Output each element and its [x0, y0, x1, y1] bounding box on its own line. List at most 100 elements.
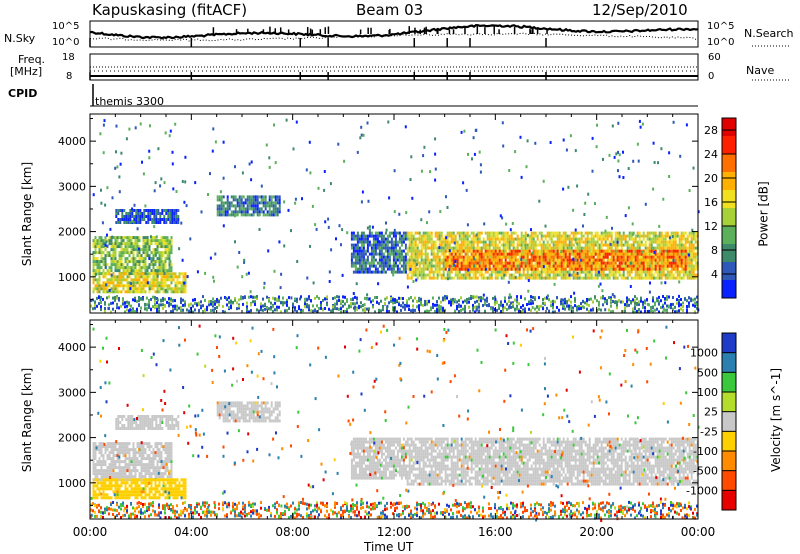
heatmap-cell: [224, 201, 227, 205]
heatmap-cell: [504, 261, 507, 265]
heatmap-cell: [402, 240, 405, 244]
heatmap-cell: [500, 258, 503, 262]
heatmap-cell: [518, 252, 521, 256]
heatmap-cell: [152, 305, 154, 309]
heatmap-cell: [148, 245, 151, 249]
heatmap-cell: [388, 258, 391, 262]
heatmap-cell: [350, 234, 353, 238]
heatmap-cell: [622, 243, 625, 247]
heatmap-cell: [118, 266, 121, 270]
heatmap-cell: [560, 258, 563, 262]
heatmap-cell: [130, 284, 133, 288]
heatmap-cell: [226, 303, 228, 307]
heatmap-cell: [316, 304, 318, 308]
heatmap-cell: [458, 270, 461, 274]
heatmap-cell: [572, 270, 575, 274]
heatmap-cell: [528, 307, 530, 311]
heatmap-cell: [666, 246, 669, 250]
heatmap-cell: [496, 231, 499, 235]
heatmap-cell: [446, 270, 449, 274]
heatmap-cell: [108, 303, 110, 307]
heatmap-cell: [512, 301, 514, 305]
heatmap-cell: [238, 304, 240, 308]
heatmap-cell: [602, 270, 605, 274]
heatmap-cell: [96, 278, 99, 282]
heatmap-cell: [542, 267, 545, 271]
heatmap-cell: [450, 261, 453, 265]
heatmap-cell: [694, 246, 697, 250]
heatmap-cell: [372, 246, 375, 250]
heatmap-cell: [350, 302, 352, 305]
heatmap-cell: [616, 249, 619, 253]
heatmap-cell: [636, 243, 639, 247]
heatmap-cell: [568, 249, 571, 253]
heatmap-cell: [654, 261, 657, 265]
heatmap-cell: [149, 212, 152, 215]
heatmap-cell: [684, 246, 687, 250]
heatmap-cell: [454, 261, 457, 265]
heatmap-cell: [504, 270, 507, 274]
heatmap-cell: [528, 273, 531, 277]
heatmap-cell: [478, 273, 481, 277]
heatmap-cell: [474, 305, 476, 309]
heatmap-cell: [636, 301, 638, 305]
heatmap-cell: [514, 249, 517, 253]
heatmap-cell: [684, 240, 687, 244]
heatmap-cell: [646, 261, 649, 265]
heatmap-cell: [176, 287, 179, 291]
heatmap-cell: [430, 306, 432, 310]
heatmap-cell: [154, 239, 157, 243]
heatmap-cell: [478, 252, 481, 256]
heatmap-cell: [250, 204, 253, 208]
heatmap-cell: [286, 300, 288, 304]
heatmap-cell: [558, 231, 561, 235]
heatmap-cell: [240, 297, 242, 301]
heatmap-cell: [418, 307, 420, 311]
heatmap-cell: [638, 258, 641, 262]
heatmap-cell: [356, 237, 359, 241]
heatmap-cell: [92, 266, 95, 270]
heatmap-cell: [538, 261, 541, 265]
heatmap-cell: [538, 243, 541, 247]
heatmap-cell: [163, 209, 166, 212]
heatmap-cell: [576, 255, 579, 259]
heatmap-cell: [346, 310, 348, 314]
heatmap-cell: [270, 213, 273, 217]
heatmap-cell: [394, 234, 397, 238]
heatmap-cell: [162, 275, 165, 279]
heatmap-cell: [152, 254, 155, 258]
heatmap-cell: [262, 195, 265, 199]
heatmap-cell: [232, 204, 235, 208]
heatmap-cell: [420, 261, 423, 265]
heatmap-cell: [544, 270, 547, 274]
heatmap-cell: [158, 245, 161, 249]
heatmap-cell: [528, 302, 530, 306]
heatmap-cell: [554, 267, 557, 271]
heatmap-cell: [474, 270, 477, 274]
heatmap-cell: [384, 231, 387, 235]
heatmap-cell: [528, 237, 531, 241]
heatmap-cell: [632, 252, 635, 256]
heatmap-cell: [452, 231, 455, 235]
heatmap-cell: [540, 234, 543, 238]
heatmap-cell: [230, 213, 233, 217]
heatmap-cell: [670, 276, 673, 280]
heatmap-cell: [652, 305, 654, 309]
heatmap-cell: [516, 246, 519, 250]
heatmap-cell: [112, 260, 115, 264]
heatmap-cell: [650, 243, 653, 247]
heatmap-cell: [145, 221, 148, 224]
heatmap-cell: [606, 299, 608, 302]
heatmap-cell: [438, 267, 441, 271]
heatmap-cell: [688, 261, 691, 265]
heatmap-cell: [137, 209, 140, 212]
heatmap-cell: [142, 263, 145, 267]
heatmap-cell: [436, 255, 439, 259]
heatmap-cell: [380, 309, 382, 313]
heatmap-cell: [168, 275, 171, 279]
heatmap-cell: [378, 246, 381, 250]
heatmap-cell: [470, 231, 473, 235]
nave-label: Nave: [746, 64, 775, 77]
heatmap-cell: [464, 258, 467, 262]
heatmap-cell: [276, 195, 279, 199]
